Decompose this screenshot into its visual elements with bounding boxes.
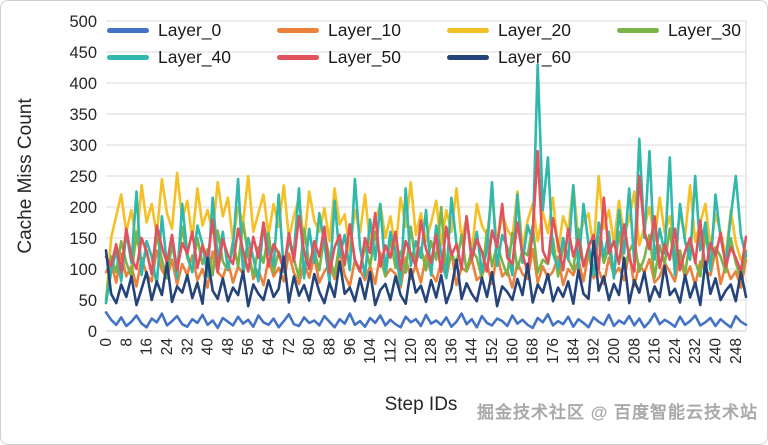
y-tick-label: 100 <box>69 261 97 279</box>
x-tick-label: 184 <box>565 338 582 364</box>
legend-swatch-layer-50 <box>276 54 319 60</box>
x-tick-label: 136 <box>443 338 460 364</box>
y-tick-label: 200 <box>69 199 97 217</box>
watermark-text: 掘金技术社区 @ 百度智能云技术站 <box>477 402 758 422</box>
x-tick-label: 64 <box>261 338 278 356</box>
x-tick-label: 168 <box>525 338 542 364</box>
x-tick-label: 224 <box>667 338 684 364</box>
legend-label-layer-0: Layer_0 <box>158 20 222 40</box>
legend-item-layer-40[interactable]: Layer_40 <box>107 46 231 67</box>
x-tick-label: 248 <box>728 338 745 364</box>
series-line-Layer_40 <box>104 63 748 305</box>
series-line-Layer_50 <box>104 149 748 276</box>
x-tick-label: 32 <box>179 338 196 355</box>
x-tick-label: 48 <box>220 338 237 355</box>
x-tick-label: 96 <box>342 338 359 355</box>
legend-swatch-layer-60 <box>446 54 489 60</box>
legend-item-layer-20[interactable]: Layer_20 <box>446 20 571 40</box>
y-tick-label: 0 <box>88 323 97 341</box>
x-tick-label: 112 <box>382 338 399 363</box>
y-tick-label: 450 <box>69 44 97 62</box>
y-tick-label: 250 <box>69 168 97 186</box>
legend-label-layer-50: Layer_50 <box>327 46 401 67</box>
y-tick-label: 400 <box>69 75 97 93</box>
legend-swatch-layer-40 <box>107 54 149 60</box>
y-tick-label: 150 <box>69 230 97 248</box>
series-line-Layer_30 <box>104 205 748 302</box>
x-axis-title: Step IDs <box>385 394 458 415</box>
legend-item-layer-10[interactable]: Layer_10 <box>276 20 401 40</box>
legend-label-layer-30: Layer_30 <box>667 20 741 40</box>
y-tick-label: 50 <box>79 292 97 310</box>
x-tick-label: 232 <box>687 338 704 364</box>
x-tick-label: 56 <box>240 338 257 355</box>
x-tick-label: 40 <box>200 338 217 356</box>
x-tick-label: 176 <box>545 338 562 364</box>
y-axis-title: Cache Miss Count <box>15 98 36 254</box>
x-tick-label: 88 <box>321 338 338 355</box>
legend-item-layer-0[interactable]: Layer_0 <box>107 20 231 40</box>
x-tick-label: 200 <box>606 338 623 364</box>
x-tick-label: 120 <box>403 338 420 364</box>
x-tick-label: 192 <box>586 338 603 364</box>
legend-item-layer-50[interactable]: Layer_50 <box>276 46 401 67</box>
series-line-Layer_0 <box>104 311 748 330</box>
legend-label-layer-10: Layer_10 <box>327 20 401 40</box>
x-tick-label: 0 <box>98 338 115 347</box>
y-tick-label: 300 <box>69 137 97 155</box>
x-tick-label: 104 <box>362 338 379 364</box>
x-tick-label: 128 <box>423 338 440 364</box>
x-tick-label: 240 <box>708 338 725 364</box>
y-tick-label: 500 <box>69 13 97 31</box>
x-tick-label: 24 <box>159 338 176 356</box>
legend-swatch-layer-20 <box>446 28 489 34</box>
x-tick-label: 160 <box>504 338 521 364</box>
x-tick-label: 216 <box>647 338 664 364</box>
legend-label-layer-60: Layer_60 <box>497 46 571 67</box>
legend-label-layer-20: Layer_20 <box>497 20 571 40</box>
legend: Layer_0 Layer_10 Layer_20 Layer_30 Layer… <box>107 20 741 67</box>
x-tick-label: 152 <box>484 338 501 364</box>
y-tick-label: 350 <box>69 106 97 124</box>
x-tick-label: 16 <box>139 338 156 355</box>
x-tick-label: 8 <box>118 338 135 347</box>
x-tick-label: 72 <box>281 338 298 355</box>
series-line-Layer_60 <box>104 239 748 308</box>
legend-swatch-layer-0 <box>107 28 149 34</box>
legend-swatch-layer-10 <box>276 28 319 34</box>
legend-label-layer-40: Layer_40 <box>158 46 231 67</box>
x-tick-label: 80 <box>301 338 318 356</box>
legend-item-layer-60[interactable]: Layer_60 <box>446 46 571 67</box>
legend-swatch-layer-30 <box>616 28 659 34</box>
legend-item-layer-30[interactable]: Layer_30 <box>616 20 741 40</box>
x-tick-label: 208 <box>626 338 643 364</box>
x-tick-label: 144 <box>464 338 481 364</box>
